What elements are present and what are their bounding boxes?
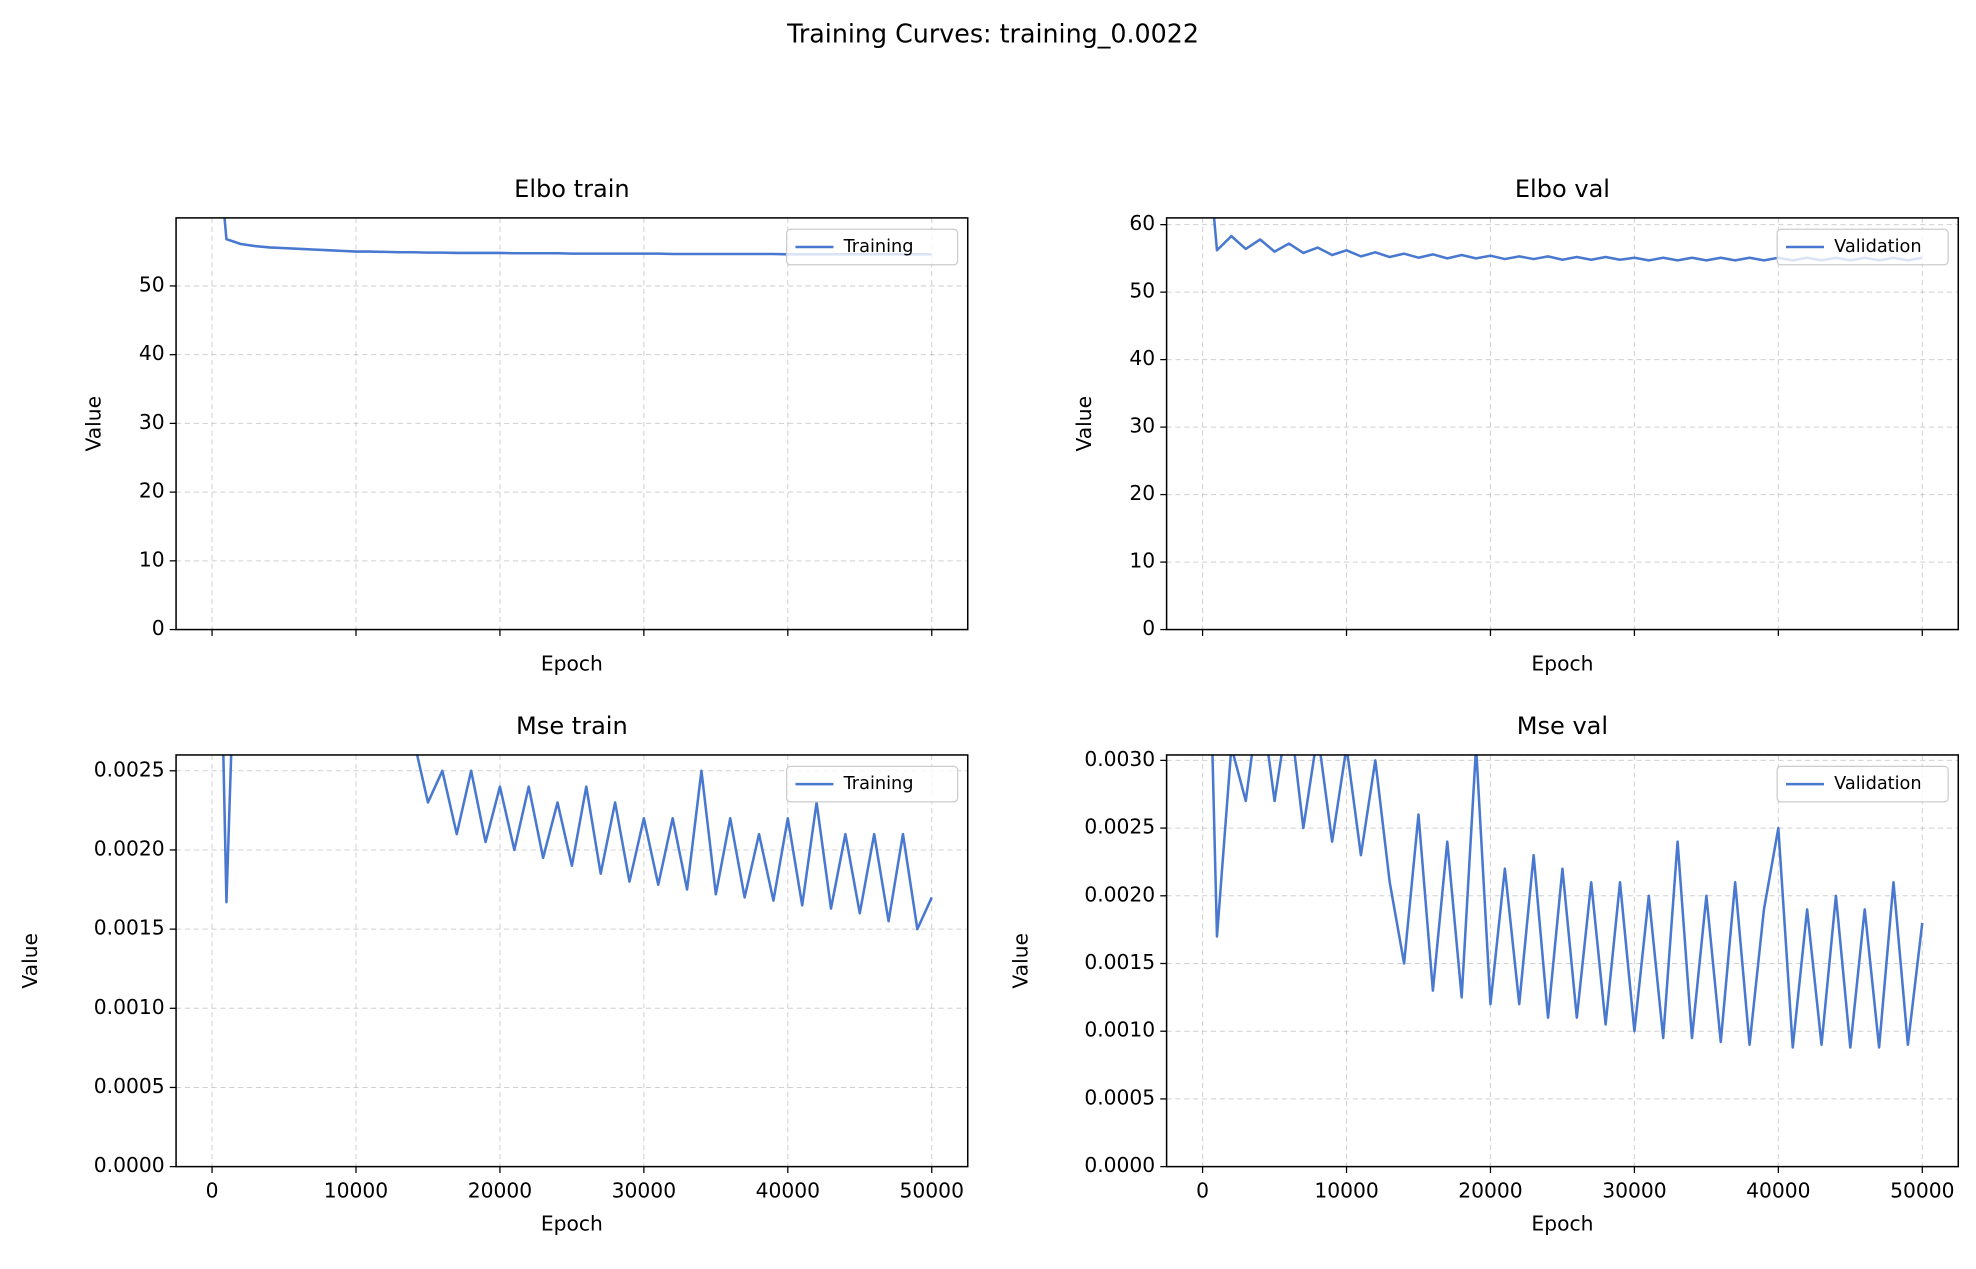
y-tick-label: 0.0005	[1084, 1085, 1155, 1109]
x-tick-label: 0	[206, 1178, 219, 1202]
y-tick-label: 50	[1129, 279, 1155, 303]
subplot-title: Mse train	[516, 712, 628, 740]
legend-label: Training	[843, 774, 914, 794]
y-tick-label: 0.0010	[94, 995, 165, 1019]
axes-frame	[1165, 754, 1960, 1168]
legend-label: Validation	[1834, 237, 1922, 257]
subplot-title: Mse val	[1517, 712, 1608, 740]
y-tick-label: 0.0015	[1084, 950, 1155, 974]
data-line	[222, 754, 933, 931]
legend-box	[1776, 765, 1949, 803]
subplot: 0 10000 20000 30000 40000 50000 0.0000 0.0005 0.…	[18, 712, 969, 1235]
legend-label: Training	[843, 237, 914, 257]
x-tick-label: 50000	[900, 1178, 964, 1202]
axes-frame	[175, 217, 969, 631]
x-tick-label: 40000	[756, 1178, 820, 1202]
x-axis-label: Epoch	[1531, 652, 1593, 676]
x-tick-label: 10000	[1314, 1178, 1378, 1202]
y-tick-label: 0.0025	[94, 757, 165, 781]
y-tick-label: 10	[139, 547, 165, 571]
subplot: 0 10 20 30 40 50 Elbo train Epoch Value Training	[81, 175, 969, 676]
y-tick-label: 0	[1142, 616, 1155, 640]
y-tick-label: 40	[139, 341, 165, 365]
y-tick-label: 0.0030	[1084, 747, 1155, 771]
x-tick-label: 0	[1196, 1178, 1209, 1202]
y-axis-label: Value	[1009, 933, 1033, 989]
x-tick-label: 30000	[612, 1178, 676, 1202]
axes-frame	[175, 754, 969, 1168]
y-tick-label: 20	[139, 479, 165, 503]
subplot: 0 10000 20000 30000 40000 50000 0.0000 0.0005 0.…	[1009, 712, 1960, 1235]
x-axis-label: Epoch	[541, 652, 603, 676]
x-tick-label: 30000	[1602, 1178, 1666, 1202]
x-tick-label: 10000	[324, 1178, 388, 1202]
figure-title: Training Curves: training_0.0022	[786, 18, 1199, 48]
x-tick-label: 50000	[1890, 1178, 1954, 1202]
legend-box	[1776, 228, 1949, 266]
y-axis-label: Value	[18, 933, 42, 989]
axes-frame	[1165, 217, 1960, 631]
subplot-title: Elbo val	[1515, 175, 1610, 203]
y-tick-label: 0	[152, 616, 165, 640]
subplot-title: Elbo train	[514, 175, 629, 203]
y-tick-label: 60	[1129, 211, 1155, 235]
legend-box	[785, 228, 959, 266]
y-tick-label: 20	[1129, 481, 1155, 505]
y-axis-label: Value	[1072, 396, 1096, 452]
legend-label: Validation	[1834, 774, 1922, 794]
x-axis-label: Epoch	[541, 1211, 603, 1235]
legend-box	[785, 765, 959, 803]
data-line	[1211, 754, 1924, 1049]
x-tick-label: 20000	[468, 1178, 532, 1202]
y-tick-label: 50	[139, 272, 165, 296]
y-axis-label: Value	[81, 396, 105, 452]
y-tick-label: 0.0000	[94, 1153, 165, 1177]
y-tick-label: 40	[1129, 346, 1155, 370]
y-tick-label: 0.0015	[94, 916, 165, 940]
y-tick-label: 10	[1129, 549, 1155, 573]
subplot: 0 10 20 30 40 50 60 Elbo val Epoch Value Validatio…	[1072, 175, 1960, 676]
y-tick-label: 0.0005	[94, 1074, 165, 1098]
x-axis-label: Epoch	[1531, 1211, 1593, 1235]
y-tick-label: 0.0000	[1084, 1153, 1155, 1177]
x-tick-label: 20000	[1458, 1178, 1522, 1202]
y-tick-label: 30	[139, 410, 165, 434]
y-tick-label: 0.0020	[1084, 882, 1155, 906]
y-tick-label: 0.0010	[1084, 1018, 1155, 1042]
y-tick-label: 30	[1129, 414, 1155, 438]
y-tick-label: 0.0020	[94, 836, 165, 860]
x-tick-label: 40000	[1746, 1178, 1810, 1202]
y-tick-label: 0.0025	[1084, 815, 1155, 839]
